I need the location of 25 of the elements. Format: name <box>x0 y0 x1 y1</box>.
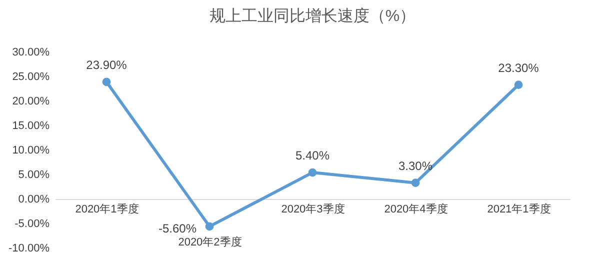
y-tick-label: -10.00% <box>8 242 50 254</box>
data-label: 23.90% <box>86 58 128 72</box>
x-tick-label: 2020年3季度 <box>281 202 345 216</box>
y-tick-label: 30.00% <box>12 46 50 58</box>
y-tick-label: 25.00% <box>12 71 50 83</box>
point <box>102 78 111 86</box>
y-tick-label: 15.00% <box>12 120 50 132</box>
point <box>308 168 317 177</box>
data-label: 3.30% <box>398 158 433 173</box>
y-tick-label: 10.00% <box>12 144 50 156</box>
point <box>514 80 523 90</box>
chart-title: 规上工业同比增长速度（%） <box>209 7 416 25</box>
y-tick-label: 0.00% <box>18 194 50 206</box>
y-tick-label: 5.00% <box>18 169 50 181</box>
y-tick-label: 20.00% <box>12 96 50 108</box>
x-tick-label: 2020年1季度 <box>75 202 139 216</box>
data-label: 23.30% <box>498 60 540 75</box>
point <box>411 178 420 188</box>
y-tick-label: -5.00% <box>14 218 50 230</box>
point <box>205 222 214 231</box>
data-label: 5.40% <box>295 148 330 163</box>
x-tick-label: 2021年1季度 <box>487 202 551 216</box>
x-tick-label: 2020年2季度 <box>178 236 242 248</box>
x-tick-label: 2020年4季度 <box>384 202 448 216</box>
data-label: -5.60% <box>158 221 197 236</box>
